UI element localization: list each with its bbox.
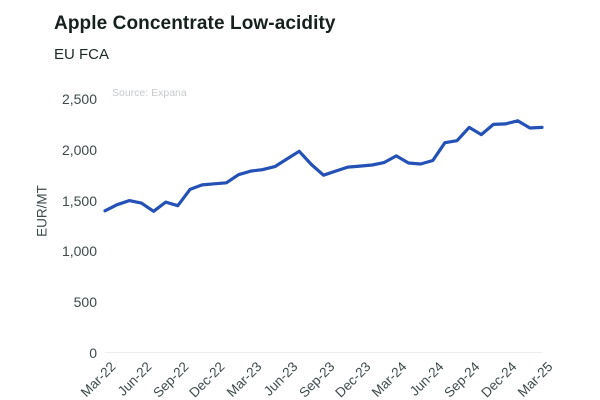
chart-subtitle: EU FCA	[54, 46, 110, 63]
y-tick-label: 2,500	[61, 91, 97, 107]
x-tick-label: Mar-24	[369, 359, 410, 400]
y-tick-label: 2,000	[61, 141, 97, 158]
x-tick-label: Jun-24	[406, 359, 447, 399]
x-tick-label: Sep-22	[150, 359, 192, 400]
x-tick-label: Mar-25	[514, 359, 556, 400]
line-plot-area	[103, 119, 544, 213]
x-tick-label: Dec-22	[186, 359, 228, 400]
series-line-eu-fca	[103, 119, 544, 213]
source-attribution: Source: Expana	[112, 87, 187, 99]
x-tick-label: Mar-22	[77, 359, 119, 400]
x-axis-line	[105, 352, 542, 353]
y-tick-label: 1,000	[61, 243, 97, 260]
x-tick-label: Dec-24	[477, 359, 520, 400]
x-tick-label: Mar-23	[223, 359, 265, 400]
x-tick-label: Dec-23	[332, 359, 374, 400]
x-tick-label: Jun-22	[115, 359, 156, 399]
chart-title: Apple Concentrate Low-acidity	[54, 13, 336, 34]
x-tick-label: Sep-24	[441, 359, 483, 400]
y-tick-label: 0	[89, 345, 97, 361]
y-tick-label: 1,500	[61, 192, 97, 209]
y-tick-label: 500	[73, 294, 97, 311]
x-tick-label: Sep-23	[295, 359, 338, 400]
x-tick-label: Jun-23	[260, 359, 301, 399]
